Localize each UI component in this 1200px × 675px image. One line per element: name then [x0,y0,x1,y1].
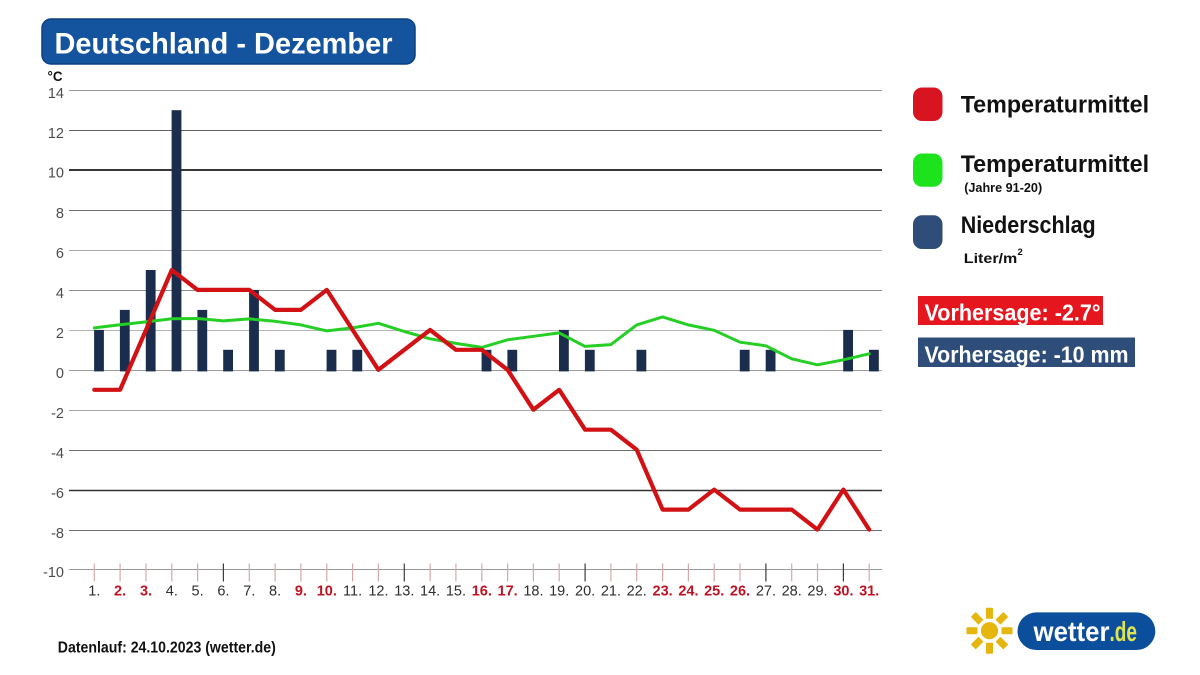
svg-text:27.: 27. [756,584,776,600]
svg-text:4.: 4. [166,584,178,600]
svg-text:23.: 23. [653,584,673,600]
svg-text:2: 2 [1018,247,1023,258]
svg-text:14: 14 [48,86,64,102]
svg-text:17.: 17. [498,584,518,600]
svg-text:-2: -2 [51,406,64,422]
svg-text:24.: 24. [678,584,698,600]
svg-text:6: 6 [56,246,64,262]
svg-text:26.: 26. [730,584,750,600]
svg-text:Liter/m: Liter/m [964,250,1018,266]
svg-text:-4: -4 [51,446,64,462]
svg-text:Temperaturmittel: Temperaturmittel [961,91,1149,118]
svg-text:°C: °C [48,69,63,84]
svg-text:Datenlauf: 24.10.2023 (wetter.: Datenlauf: 24.10.2023 (wetter.de) [58,640,276,657]
svg-text:12: 12 [48,126,64,142]
svg-text:-6: -6 [51,486,64,502]
svg-text:-10: -10 [43,565,64,581]
svg-text:31.: 31. [859,584,879,600]
svg-text:(Jahre 91-20): (Jahre 91-20) [964,180,1042,195]
svg-text:0: 0 [56,366,64,382]
svg-text:wetter: wetter [1033,616,1110,647]
svg-text:18.: 18. [523,584,543,600]
svg-text:29.: 29. [807,584,827,600]
svg-text:16.: 16. [472,584,492,600]
svg-text:19.: 19. [549,584,569,600]
svg-text:Deutschland - Dezember: Deutschland - Dezember [55,27,393,60]
svg-text:28.: 28. [782,584,802,600]
svg-text:25.: 25. [704,584,724,600]
svg-text:20.: 20. [575,584,595,600]
svg-text:30.: 30. [833,584,853,600]
svg-text:8: 8 [56,206,64,222]
svg-text:7.: 7. [243,584,255,600]
svg-text:1.: 1. [88,584,100,600]
svg-text:15.: 15. [446,584,466,600]
svg-text:Vorhersage: -2.7°: Vorhersage: -2.7° [925,299,1101,325]
svg-text:9.: 9. [295,584,307,600]
svg-text:-8: -8 [51,526,64,542]
svg-text:Temperaturmittel: Temperaturmittel [961,151,1149,178]
svg-text:3.: 3. [140,584,152,600]
svg-text:21.: 21. [601,584,621,600]
svg-text:11.: 11. [343,584,362,600]
svg-text:10.: 10. [317,584,337,600]
svg-text:2.: 2. [114,584,126,600]
svg-text:14.: 14. [420,584,440,600]
svg-text:8.: 8. [269,584,281,600]
svg-text:5.: 5. [192,584,204,600]
svg-text:22.: 22. [627,584,647,600]
svg-text:4: 4 [56,286,64,302]
svg-text:Vorhersage: -10 mm: Vorhersage: -10 mm [925,341,1129,367]
svg-text:6.: 6. [217,584,229,600]
svg-text:Niederschlag: Niederschlag [961,212,1096,239]
svg-text:10: 10 [48,165,64,181]
svg-text:2: 2 [56,326,64,342]
svg-text:12.: 12. [368,584,388,600]
svg-text:.de: .de [1110,616,1138,647]
svg-text:13.: 13. [394,584,414,600]
